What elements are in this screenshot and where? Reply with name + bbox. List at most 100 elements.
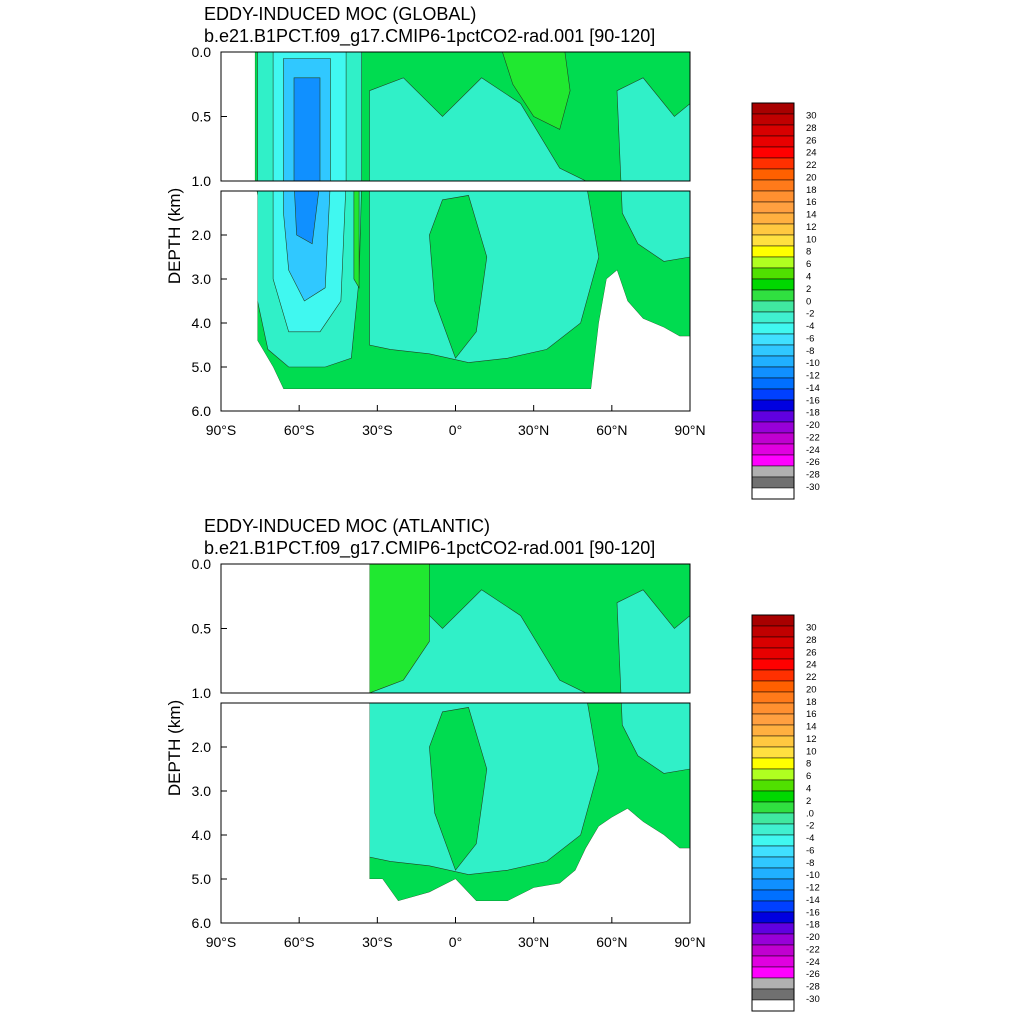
colorbar-label: 10 (806, 746, 817, 757)
x-tick-label: 0° (449, 422, 462, 438)
colorbar-label: -4 (806, 833, 814, 844)
colorbar-swatch (751, 977, 795, 990)
colorbar-swatch (751, 845, 795, 858)
x-tick-label: 30°N (518, 934, 549, 950)
negative-band-region (369, 77, 600, 363)
land-mask (221, 52, 690, 411)
colorbar-swatch (751, 834, 795, 847)
colorbar-swatch (751, 366, 795, 379)
land-mask (221, 564, 690, 923)
x-tick-label: 60°S (284, 422, 315, 438)
colorbar-label: -6 (806, 845, 814, 856)
colorbar-label: 8 (806, 759, 811, 770)
colorbar-swatch (751, 190, 795, 203)
colorbar-swatch (751, 823, 795, 836)
colorbar-label: -12 (806, 883, 820, 894)
colorbar-label: 30 (806, 623, 817, 634)
colorbar-label: -26 (806, 457, 820, 468)
colorbar-label: -10 (806, 358, 820, 369)
colorbar-swatch (751, 614, 795, 627)
colorbar-swatch (751, 245, 795, 258)
colorbar-swatch (751, 922, 795, 935)
colorbar-swatch (751, 746, 795, 759)
colorbar-swatch (751, 889, 795, 902)
colorbar-swatch (751, 179, 795, 192)
colorbar-label: 18 (806, 185, 817, 196)
colorbar-label: -18 (806, 920, 820, 931)
colorbar-swatch (751, 201, 795, 214)
x-tick-label: 60°S (284, 934, 315, 950)
colorbar-swatch (751, 454, 795, 467)
colorbar-label: 4 (806, 783, 811, 794)
colorbar-swatch (751, 344, 795, 357)
colorbar-label: -6 (806, 333, 814, 344)
colorbar-swatch (751, 911, 795, 924)
colorbar-swatch (751, 636, 795, 649)
colorbar-swatch (751, 779, 795, 792)
colorbar-swatch (751, 476, 795, 489)
colorbar-swatch (751, 256, 795, 269)
chart-subtitle: b.e21.B1PCT.f09_g17.CMIP6-1pctCO2-rad.00… (204, 538, 656, 558)
x-tick-label: 0° (449, 934, 462, 950)
chart-subtitle: b.e21.B1PCT.f09_g17.CMIP6-1pctCO2-rad.00… (204, 26, 656, 46)
y-tick-label: 0.0 (192, 44, 212, 60)
colorbar-label: 10 (806, 234, 817, 245)
colorbar-swatch (751, 157, 795, 170)
colorbar-swatch (751, 102, 795, 115)
colorbar-label: 2 (806, 796, 811, 807)
colorbar-swatch (751, 955, 795, 968)
colorbar-label: -4 (806, 321, 814, 332)
colorbar-frame (751, 102, 795, 500)
colorbar-swatch (751, 878, 795, 891)
colorbar-label: -18 (806, 408, 820, 419)
colorbar-swatch (751, 801, 795, 814)
colorbar-swatch (751, 856, 795, 869)
colorbar-label: -28 (806, 470, 820, 481)
x-tick-label: 30°S (362, 934, 393, 950)
colorbar-swatch (751, 399, 795, 412)
colorbar-swatch (751, 234, 795, 247)
colorbar-swatch (751, 311, 795, 324)
colorbar-label: -12 (806, 371, 820, 382)
y-tick-label: 0.5 (192, 109, 212, 125)
y-tick-label: 0.5 (192, 621, 212, 637)
atlantic-moc-panel: EDDY-INDUCED MOC (ATLANTIC) b.e21.B1PCT.… (0, 512, 1024, 1024)
colorbar-swatch (751, 966, 795, 979)
colorbar-frame (751, 614, 795, 1012)
colorbar-label: 24 (806, 660, 817, 671)
y-tick-label: 5.0 (192, 359, 212, 375)
y-tick-label: 6.0 (192, 915, 212, 931)
colorbar-label: 4 (806, 271, 811, 282)
colorbar-swatch (751, 691, 795, 704)
colorbar-label: 6 (806, 771, 811, 782)
colorbar-label: 6 (806, 259, 811, 270)
colorbar-swatch (751, 988, 795, 1001)
colorbar-swatch (751, 647, 795, 660)
colorbar-swatch (751, 680, 795, 693)
colorbar-swatch (751, 212, 795, 225)
colorbar-swatch (751, 944, 795, 957)
colorbar-label: -20 (806, 932, 820, 943)
colorbar-swatch (751, 113, 795, 126)
colorbar-label: -22 (806, 944, 820, 955)
negative-band-region (369, 589, 600, 875)
positive-tongue-region (429, 195, 488, 359)
colorbar-label: -16 (806, 395, 820, 406)
colorbar-label: -30 (806, 482, 820, 493)
colorbar-swatch (751, 669, 795, 682)
positive-streak-region (353, 180, 360, 289)
colorbar-label: 28 (806, 635, 817, 646)
atlantic-moc-plot: 90°S 60°S 30°S 0° 30°N 60°N 90°N 0.0 0.5 1.0 2.0 3.… (192, 556, 820, 1012)
colorbar-label: -16 (806, 907, 820, 918)
colorbar-swatch (751, 487, 795, 500)
colorbar-label: 14 (806, 210, 817, 221)
colorbar-label: -30 (806, 994, 820, 1005)
colorbar-label: 14 (806, 722, 817, 733)
colorbar-label: -14 (806, 895, 820, 906)
colorbar-label: 12 (806, 734, 817, 745)
plot-field (221, 564, 690, 923)
y-tick-label: 4.0 (192, 827, 212, 843)
colorbar-swatch (751, 267, 795, 280)
y-tick-label: 3.0 (192, 783, 212, 799)
colorbar-swatch (751, 432, 795, 445)
